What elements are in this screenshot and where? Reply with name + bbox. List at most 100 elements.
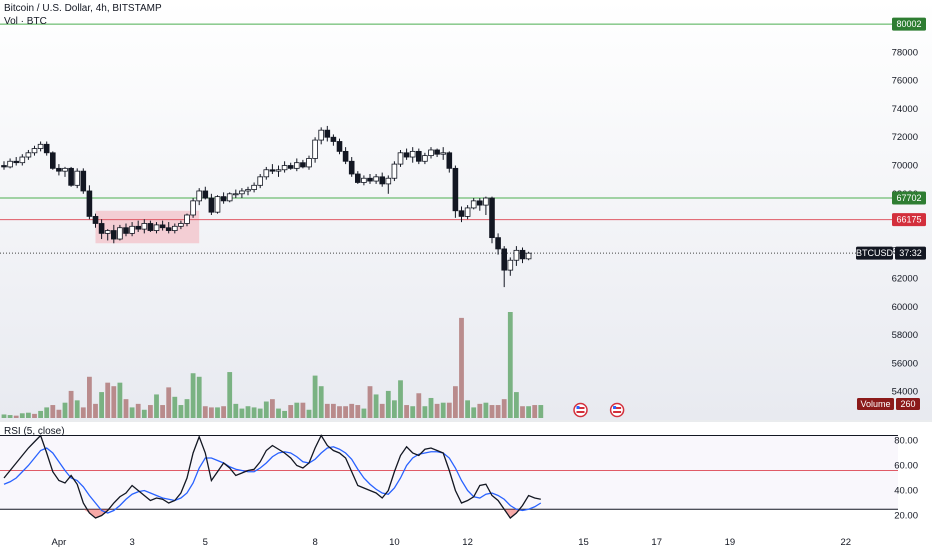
candle-up: [239, 190, 245, 195]
volume-bar: [288, 405, 294, 418]
volume-bar: [355, 405, 361, 418]
candle-up: [397, 152, 404, 165]
volume-bar: [141, 409, 147, 418]
volume-bar: [318, 386, 324, 418]
volume-bar: [526, 406, 531, 418]
candle-up: [25, 152, 32, 158]
candle-up: [525, 252, 532, 260]
rsi-axis-label: 80.00: [894, 436, 918, 447]
ticker-tag-bg: [856, 246, 893, 260]
volume-bar: [422, 406, 428, 418]
rsi-oversold-fill: [89, 509, 96, 518]
volume-bar: [367, 386, 373, 418]
volume-bar: [514, 392, 519, 418]
candle-up: [141, 223, 148, 230]
candle-down: [336, 141, 343, 152]
flag-icon-canton: [576, 406, 580, 409]
candle-down: [379, 176, 385, 185]
candle-up: [361, 177, 367, 183]
candle-up: [293, 162, 300, 169]
flag-icon[interactable]: [609, 402, 625, 418]
volume-value-label: 260: [900, 399, 915, 409]
candle-up: [245, 189, 251, 192]
volume-bar: [50, 405, 56, 418]
candle-up: [184, 214, 190, 224]
volume-bar: [99, 392, 104, 418]
candle-down: [147, 223, 154, 231]
volume-bar: [538, 405, 544, 418]
volume-bar: [19, 413, 25, 418]
candle-up: [178, 223, 184, 227]
volume-bar: [251, 407, 257, 418]
volume-tag-bg: [857, 398, 894, 410]
candle-down: [1, 165, 7, 168]
volume-bar: [343, 406, 348, 418]
volume-bar: [477, 403, 483, 418]
volume-bar: [1, 414, 7, 418]
candle-up: [214, 196, 221, 213]
rsi-axis-label: 60.00: [894, 461, 918, 472]
candle-down: [446, 152, 453, 169]
price-axis-label: 72000: [892, 132, 918, 143]
x-axis-tick-label: 3: [129, 537, 134, 548]
price-axis-label: 58000: [892, 330, 918, 341]
rsi-ma-line: [3, 446, 542, 514]
volume-bar: [446, 402, 452, 418]
x-axis-tick-label: Apr: [52, 537, 67, 548]
candle-down: [220, 196, 227, 202]
candle-down: [519, 249, 526, 260]
ticker-tag: BTCUSD 37:32: [856, 246, 926, 260]
volume-bar: [129, 407, 135, 418]
x-axis-tick-label: 5: [203, 537, 208, 548]
candle-down: [324, 129, 331, 138]
candle-up: [483, 197, 489, 206]
candle-up: [312, 139, 318, 159]
candle-up: [196, 190, 203, 202]
level-tag-red-bg: [892, 213, 926, 227]
candle-up: [104, 230, 111, 234]
candle-up: [422, 155, 428, 162]
candle-down: [330, 136, 337, 142]
candle-down: [452, 167, 459, 212]
candle-down: [123, 227, 129, 234]
candle-down: [348, 160, 355, 175]
volume-bar: [440, 402, 446, 418]
volume-value-bg: [896, 398, 920, 410]
x-axis-tick-label: 12: [462, 537, 473, 548]
level-tag-top-text: 80002: [896, 19, 921, 29]
candle-down: [269, 169, 276, 172]
volume-bar: [434, 403, 440, 418]
volume-bar: [190, 373, 196, 418]
volume-bar: [227, 372, 233, 418]
volume-bar: [276, 408, 281, 418]
volume-bar: [148, 405, 153, 418]
volume-bar: [123, 399, 129, 418]
candle-down: [476, 200, 483, 206]
flag-icon-stripe: [613, 407, 622, 409]
price-axis-label: 78000: [892, 47, 918, 58]
volume-bar: [459, 317, 464, 418]
volume-bar: [483, 402, 489, 418]
volume-bar: [416, 393, 422, 418]
volume-bar: [337, 406, 342, 418]
flag-icon[interactable]: [573, 402, 588, 418]
candle-down: [92, 216, 99, 224]
flag-icon-ring: [609, 402, 625, 418]
volume-bar: [68, 390, 74, 418]
candle-up: [440, 152, 446, 155]
level-tag-red-text: 66175: [896, 215, 921, 225]
volume-bar: [172, 396, 178, 418]
volume-bar: [501, 399, 507, 418]
volume-bar: [282, 410, 287, 418]
volume-bar: [270, 399, 275, 418]
candle-up: [507, 259, 514, 271]
volume-bar: [373, 394, 379, 418]
candle-down: [165, 227, 172, 231]
volume-bar: [520, 406, 525, 418]
flag-icon-ring: [573, 402, 588, 418]
volume-bar: [221, 406, 226, 418]
volume-bar: [306, 409, 312, 418]
volume-bar: [209, 407, 214, 418]
candle-down: [98, 223, 105, 234]
volume-bar: [215, 407, 220, 418]
